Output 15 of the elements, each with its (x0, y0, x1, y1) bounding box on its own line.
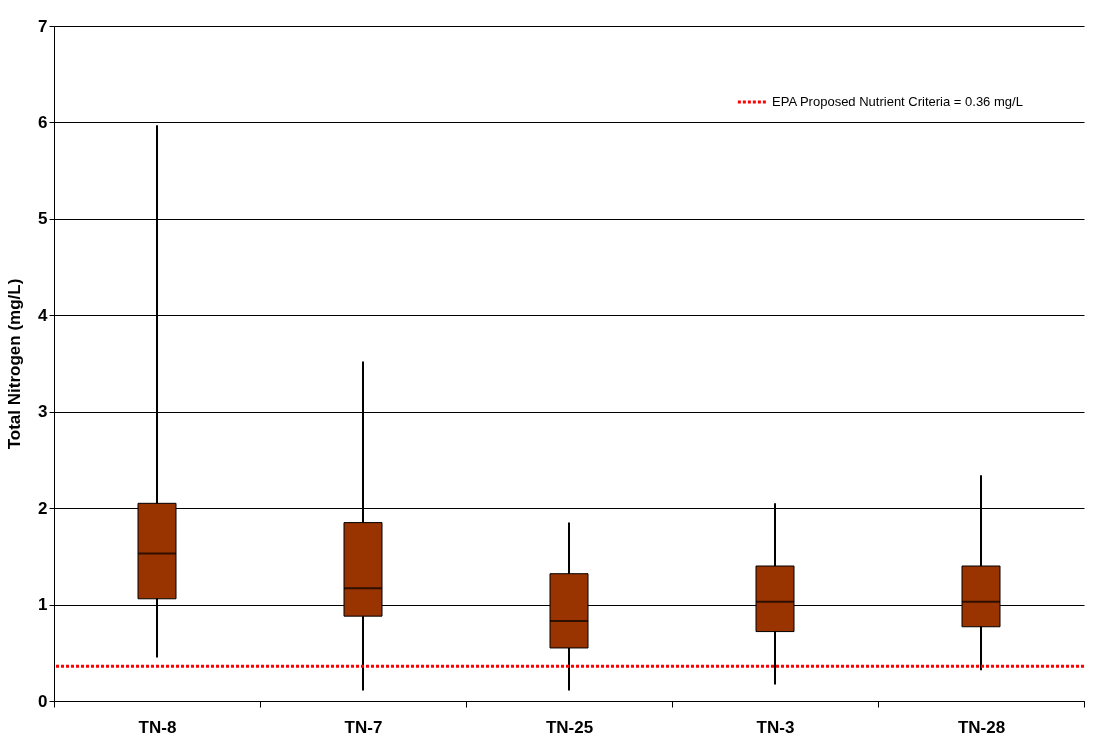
x-tick-label: TN-8 (138, 717, 177, 737)
x-tick-label: TN-25 (545, 717, 594, 737)
x-tick-label: TN-28 (957, 717, 1006, 737)
y-tick-label: 2 (38, 498, 48, 518)
y-axis-title: Total Nitrogen (mg/L) (5, 278, 25, 450)
y-tick-label: 7 (38, 16, 48, 36)
legend-label: EPA Proposed Nutrient Criteria = 0.36 mg/L (772, 94, 1023, 109)
y-tick-label: 0 (38, 691, 48, 711)
x-tick-label: TN-7 (344, 717, 383, 737)
x-tick-label: TN-3 (756, 717, 795, 737)
y-tick-label: 5 (38, 209, 48, 229)
y-tick-label: 4 (38, 305, 49, 325)
y-tick-label: 1 (38, 595, 48, 615)
y-tick-label: 6 (38, 112, 48, 132)
y-tick-label: 3 (38, 402, 48, 422)
